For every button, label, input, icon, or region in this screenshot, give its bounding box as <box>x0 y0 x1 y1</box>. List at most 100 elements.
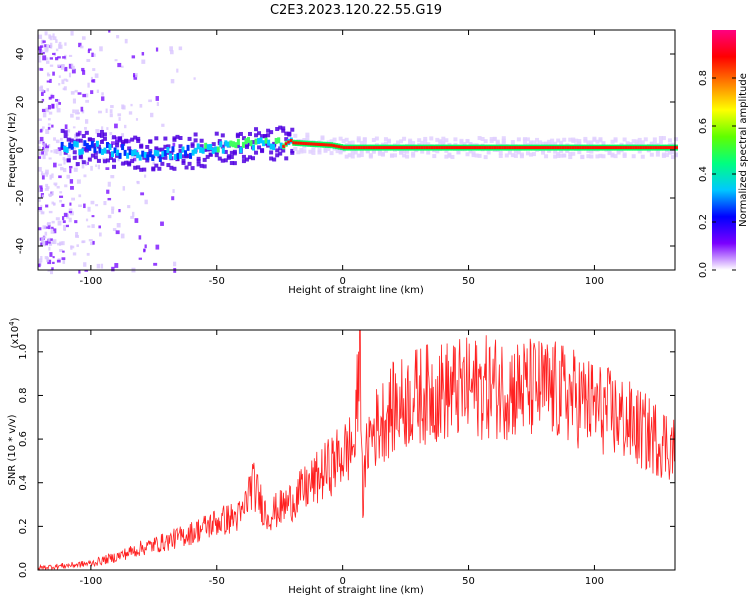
spectrogram-halo-cell <box>115 143 120 148</box>
spectrogram-noise-cell <box>42 40 46 43</box>
spectrogram-halo-cell <box>667 150 672 155</box>
spectrogram-band-cell <box>151 154 155 161</box>
spectrogram-peak-cell <box>423 146 427 150</box>
spectrogram-noise-cell <box>114 123 118 129</box>
spectrogram-noise-cell <box>109 132 113 136</box>
spectrogram-noise-cell <box>52 52 56 55</box>
spectrogram-halo-cell <box>350 140 355 145</box>
spectrogram-noise-cell <box>42 126 45 129</box>
spectrogram-peak-cell <box>325 143 329 147</box>
snr-x-tick-label: 100 <box>585 576 604 587</box>
spectrogram-noise-cell <box>90 76 93 80</box>
spectrogram-halo-cell <box>538 140 543 145</box>
spectrogram-peak-cell <box>632 146 636 150</box>
spectrogram-peak-cell <box>559 146 563 150</box>
spectrogram-halo-cell <box>519 154 524 159</box>
spectrogram-halo-cell <box>477 136 482 141</box>
spectrogram-halo-cell <box>577 139 582 144</box>
spectrogram-noise-cell <box>45 129 50 134</box>
spectrogram-noise-cell <box>58 41 62 45</box>
spectrogram-halo-cell <box>145 144 150 149</box>
spectrogram-peak-cell <box>390 146 394 150</box>
spectrogram-band-cell <box>206 144 210 151</box>
spectrogram-band-cell <box>70 143 74 150</box>
spectrogram-halo-cell <box>341 138 346 143</box>
spectrogram-band-cell <box>60 141 64 148</box>
spectrogram-noise-cell <box>172 142 176 147</box>
spectrogram-halo-cell <box>247 155 252 160</box>
spectrogram-noise-cell <box>56 185 60 189</box>
spectrogram-halo-cell <box>441 136 446 141</box>
spectrogram-halo-cell <box>302 149 307 154</box>
spectrogram-band-cell <box>219 141 223 148</box>
spectrogram-noise-cell <box>96 263 101 269</box>
spectrogram-halo-cell <box>226 154 231 159</box>
spectrogram-band-cell <box>249 140 253 147</box>
spectrogram-halo-cell <box>528 140 533 145</box>
spectrogram-noise-cell <box>78 42 82 48</box>
spectrogram-halo-cell <box>426 142 431 147</box>
snr-frame <box>37 329 676 571</box>
spectrogram-noise-cell <box>68 54 73 57</box>
spectrogram-peak-cell <box>669 146 673 150</box>
spectrogram-y-label: Frequency (Hz) <box>7 112 18 188</box>
spectrogram-halo-cell <box>501 138 506 143</box>
spectrogram-halo-cell <box>510 153 515 158</box>
spectrogram-noise-cell <box>124 38 128 44</box>
spectrogram-halo-cell <box>402 148 407 153</box>
spectrogram-noise-cell <box>42 236 47 239</box>
spectrogram-noise-cell <box>50 150 53 153</box>
spectrogram-halo-cell <box>589 140 594 145</box>
spectrogram-halo-cell <box>187 136 192 141</box>
spectrogram-band-cell <box>229 140 233 147</box>
spectrogram-noise-cell <box>58 163 62 166</box>
spectrogram-halo-cell <box>99 129 104 134</box>
spectrogram-band-cell <box>194 147 198 154</box>
spectrogram-noise-cell <box>90 241 94 246</box>
snr-y-tick-label: 1.0 <box>18 344 29 360</box>
spectrogram-halo-cell <box>109 155 114 160</box>
spectrogram-peak-cell <box>496 146 500 150</box>
spectrogram-peak-cell <box>672 146 676 150</box>
spectrogram-noise-cell <box>46 223 50 226</box>
spectrogram-halo-cell <box>556 151 561 156</box>
spectrogram-noise-cell <box>155 47 159 52</box>
spectrogram-noise-cell <box>40 204 43 209</box>
spectrogram-band-cell <box>126 152 130 159</box>
spectrogram-band-cell <box>121 144 125 151</box>
spectrogram-noise-cell <box>85 160 88 166</box>
spectrogram-halo-cell <box>522 142 527 147</box>
spectrogram-halo-cell <box>220 133 225 138</box>
spectrogram-band-cell <box>105 141 109 148</box>
spectrogram-band-cell <box>128 149 132 156</box>
spectrogram-noise-cell <box>64 42 67 46</box>
spectrogram-halo-cell <box>139 167 144 172</box>
spectrogram-halo-cell <box>501 141 506 146</box>
spectrogram-halo-cell <box>254 150 259 155</box>
spectrogram-band-cell <box>118 152 122 159</box>
spectrogram-halo-cell <box>495 139 500 144</box>
spectrogram-halo-cell <box>441 141 446 146</box>
spectrogram-noise-cell <box>134 218 139 223</box>
spectrogram-noise-cell <box>74 109 79 115</box>
spectrogram-peak-cell <box>395 146 399 150</box>
spectrogram-halo-cell <box>673 152 678 157</box>
spectrogram-band-cell <box>269 143 273 150</box>
spectrogram-halo-cell <box>607 150 612 155</box>
spectrogram-halo-cell <box>205 154 210 159</box>
spectrogram-band-cell <box>161 151 165 158</box>
spectrogram-noise-cell <box>68 210 73 214</box>
spectrogram-noise-cell <box>107 181 111 187</box>
spectrogram-halo-cell <box>96 158 101 163</box>
spectrogram-peak-cell <box>460 146 464 150</box>
spectrogram-peak-cell <box>428 146 432 150</box>
spectrogram-peak-cell <box>365 146 369 150</box>
spectrogram-noise-cell <box>91 224 95 229</box>
spectrogram-noise-cell <box>42 154 46 160</box>
spectrogram-peak-cell <box>624 146 628 150</box>
spectrogram-halo-cell <box>133 135 138 140</box>
spectrogram-halo-cell <box>592 137 597 142</box>
spectrogram-noise-cell <box>62 220 66 224</box>
colorbar-tick-label: 0.8 <box>698 70 709 86</box>
spectrogram-noise-cell <box>69 179 74 184</box>
